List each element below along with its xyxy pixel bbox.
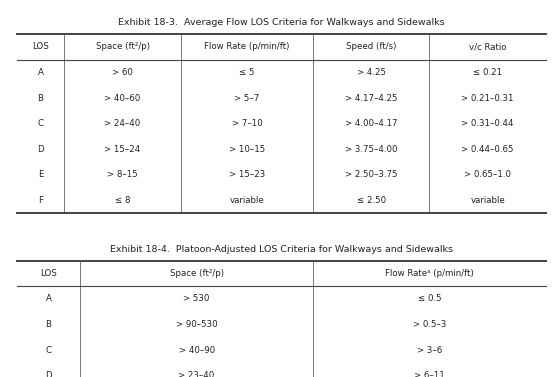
Text: D: D bbox=[37, 145, 44, 154]
Text: > 40–90: > 40–90 bbox=[179, 346, 214, 355]
Text: ≤ 8: ≤ 8 bbox=[115, 196, 130, 205]
Text: > 23–40: > 23–40 bbox=[178, 371, 215, 377]
Text: Speed (ft/s): Speed (ft/s) bbox=[346, 42, 397, 51]
Text: > 15–24: > 15–24 bbox=[104, 145, 141, 154]
Text: ≤ 2.50: ≤ 2.50 bbox=[356, 196, 386, 205]
Text: F: F bbox=[38, 196, 43, 205]
Text: > 6–11: > 6–11 bbox=[414, 371, 445, 377]
Text: > 4.25: > 4.25 bbox=[356, 68, 386, 77]
Text: Flow Rate (p/min/ft): Flow Rate (p/min/ft) bbox=[204, 42, 290, 51]
Text: Exhibit 18-3.  Average Flow LOS Criteria for Walkways and Sidewalks: Exhibit 18-3. Average Flow LOS Criteria … bbox=[118, 18, 444, 27]
Text: D: D bbox=[45, 371, 52, 377]
Text: C: C bbox=[37, 119, 43, 128]
Text: > 0.21–0.31: > 0.21–0.31 bbox=[461, 93, 514, 103]
Text: > 5–7: > 5–7 bbox=[234, 93, 260, 103]
Text: > 3.75–4.00: > 3.75–4.00 bbox=[345, 145, 398, 154]
Text: > 24–40: > 24–40 bbox=[104, 119, 141, 128]
Text: > 4.00–4.17: > 4.00–4.17 bbox=[345, 119, 398, 128]
Text: ≤ 0.5: ≤ 0.5 bbox=[418, 294, 441, 303]
Text: Exhibit 18-4.  Platoon-Adjusted LOS Criteria for Walkways and Sidewalks: Exhibit 18-4. Platoon-Adjusted LOS Crite… bbox=[110, 245, 453, 254]
Text: C: C bbox=[46, 346, 51, 355]
Text: LOS: LOS bbox=[32, 42, 49, 51]
Text: > 4.17–4.25: > 4.17–4.25 bbox=[345, 93, 398, 103]
Text: > 0.31–0.44: > 0.31–0.44 bbox=[461, 119, 514, 128]
Text: > 0.44–0.65: > 0.44–0.65 bbox=[461, 145, 514, 154]
Text: > 3–6: > 3–6 bbox=[417, 346, 442, 355]
Text: > 8–15: > 8–15 bbox=[107, 170, 138, 179]
Text: Space (ft²/p): Space (ft²/p) bbox=[170, 269, 223, 278]
Text: Space (ft²/p): Space (ft²/p) bbox=[96, 42, 149, 51]
Text: > 60: > 60 bbox=[112, 68, 133, 77]
Text: > 530: > 530 bbox=[183, 294, 210, 303]
Text: B: B bbox=[46, 320, 51, 329]
Text: variable: variable bbox=[229, 196, 264, 205]
Text: v/c Ratio: v/c Ratio bbox=[469, 42, 506, 51]
Text: > 0.5–3: > 0.5–3 bbox=[413, 320, 446, 329]
Text: A: A bbox=[37, 68, 43, 77]
Text: Flow Rateᵃ (p/min/ft): Flow Rateᵃ (p/min/ft) bbox=[385, 269, 474, 278]
Text: variable: variable bbox=[470, 196, 505, 205]
Text: ≤ 0.21: ≤ 0.21 bbox=[473, 68, 502, 77]
Text: E: E bbox=[38, 170, 43, 179]
Text: ≤ 5: ≤ 5 bbox=[239, 68, 255, 77]
Text: A: A bbox=[46, 294, 51, 303]
Text: B: B bbox=[37, 93, 43, 103]
Text: > 10–15: > 10–15 bbox=[229, 145, 265, 154]
Text: > 7–10: > 7–10 bbox=[232, 119, 262, 128]
Text: LOS: LOS bbox=[40, 269, 57, 278]
Text: > 40–60: > 40–60 bbox=[104, 93, 141, 103]
Text: > 2.50–3.75: > 2.50–3.75 bbox=[345, 170, 398, 179]
Text: > 90–530: > 90–530 bbox=[176, 320, 217, 329]
Text: > 15–23: > 15–23 bbox=[229, 170, 265, 179]
Text: > 0.65–1.0: > 0.65–1.0 bbox=[464, 170, 511, 179]
